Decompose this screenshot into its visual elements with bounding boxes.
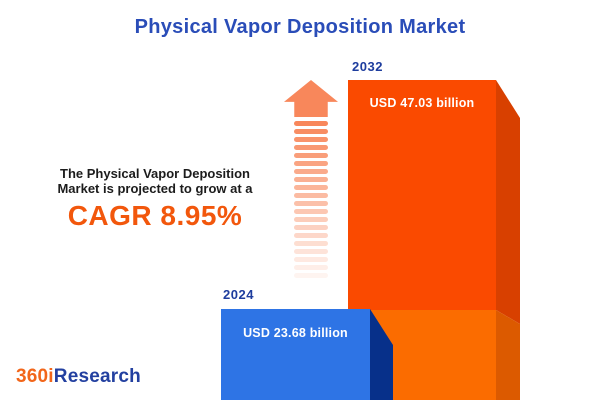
arrow-dash [294,193,328,198]
bar-2032-year-label: 2032 [352,59,383,74]
arrow-dash [294,161,328,166]
arrow-dash [294,265,328,270]
growth-arrow-icon [284,80,338,290]
annotation-line2: Market is projected to grow at a [57,181,253,196]
arrow-dash-trail [294,121,328,281]
arrow-dash [294,217,328,222]
bar-2032: USD 47.03 billion [348,80,520,400]
arrow-head-icon [284,80,338,117]
arrow-dash [294,209,328,214]
arrow-dash [294,137,328,142]
arrow-dash [294,121,328,126]
brand-logo-suffix: Research [53,366,141,387]
brand-logo-prefix: 360i [16,366,54,387]
arrow-dash [294,153,328,158]
bar-2032-value-label: USD 47.03 billion [369,96,475,110]
cagr-value: CAGR 8.95% [67,200,243,231]
arrow-dash [294,145,328,150]
annotation-line1: The Physical Vapor Deposition [60,166,250,181]
bar-2024: USD 23.68 billion [221,309,393,400]
bar-2024-year-label: 2024 [223,287,254,302]
bar-2024-side-face [370,309,393,400]
arrow-dash [294,169,328,174]
arrow-dash [294,177,328,182]
arrow-dash [294,225,328,230]
bar-2032-side-growth-segment [496,80,520,324]
arrow-dash [294,241,328,246]
arrow-dash [294,129,328,134]
bar-2024-value-label: USD 23.68 billion [243,326,348,340]
arrow-dash [294,201,328,206]
arrow-dash [294,185,328,190]
arrow-dash [294,273,328,278]
arrow-dash [294,233,328,238]
bar-2024-front-face [221,309,370,400]
bar-2032-side-face [496,80,520,400]
brand-logo: 360iResearch [16,366,141,388]
page-title: Physical Vapor Deposition Market [134,16,466,38]
arrow-dash [294,249,328,254]
bar-2032-front-growth-segment [348,80,496,310]
bar-2032-side-base-segment [496,310,520,400]
arrow-dash [294,257,328,262]
annotation-block: The Physical Vapor Deposition Market is … [30,166,280,230]
